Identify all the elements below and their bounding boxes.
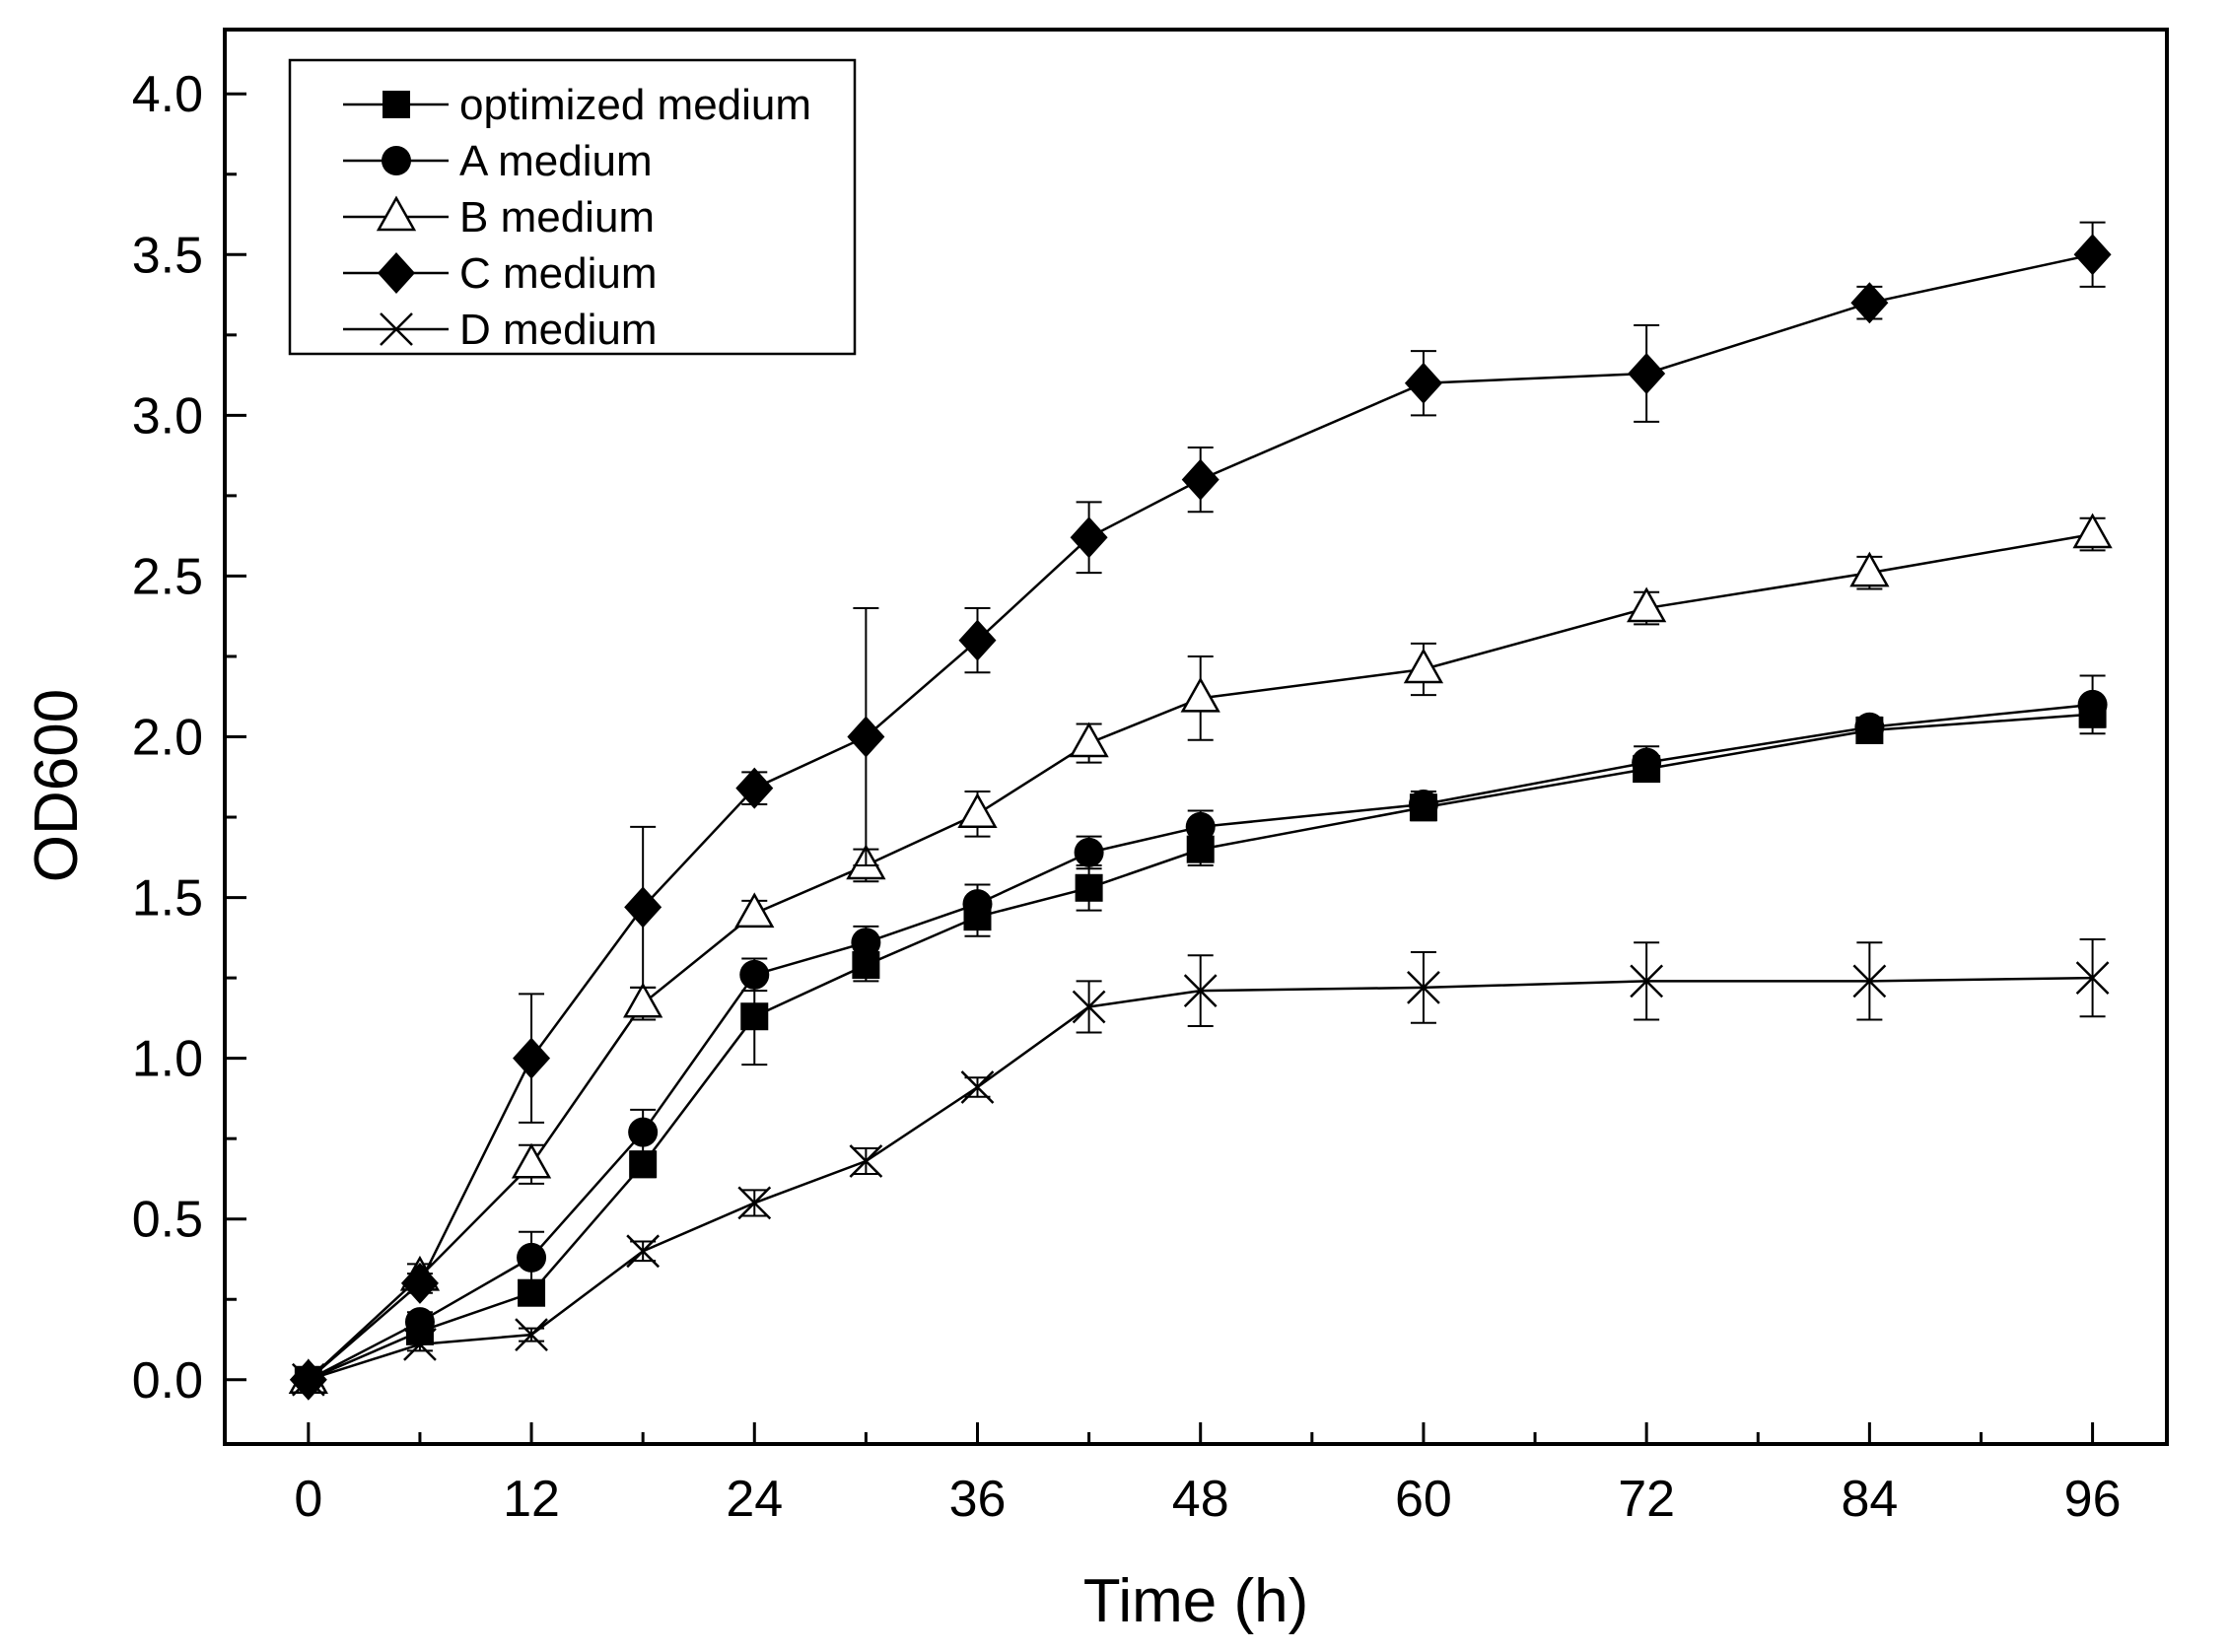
data-point xyxy=(623,982,663,1018)
x-tick-label: 48 xyxy=(1172,1471,1229,1528)
data-point xyxy=(626,1234,661,1269)
legend-label: optimized medium xyxy=(459,81,811,129)
x-tick-label: 72 xyxy=(1618,1471,1675,1528)
data-point xyxy=(847,716,885,758)
legend-label: A medium xyxy=(459,137,653,185)
data-point xyxy=(962,889,993,920)
series-layer xyxy=(288,221,2113,1401)
data-point xyxy=(291,1362,325,1397)
legend-marker xyxy=(383,91,410,118)
series-line xyxy=(308,976,2093,1381)
data-point xyxy=(1408,789,1438,819)
data-point xyxy=(1070,516,1108,559)
data-point xyxy=(1407,971,1440,1004)
series-D-medium xyxy=(291,937,2110,1397)
data-point xyxy=(1627,586,1667,623)
y-tick-label: 0.5 xyxy=(132,1192,203,1249)
data-point xyxy=(1069,722,1109,758)
data-point xyxy=(735,767,774,809)
legend-label: C medium xyxy=(459,249,658,298)
y-axis: 0.0 0.5 1.0 1.5 2.0 2.5 3.0 3.5 4.0 xyxy=(132,66,246,1410)
data-point xyxy=(1183,974,1218,1008)
data-point xyxy=(1075,873,1103,902)
data-point xyxy=(1852,964,1887,998)
data-point xyxy=(737,1186,772,1220)
data-point xyxy=(400,1262,439,1304)
series-optimized-medium xyxy=(294,700,2107,1394)
data-point xyxy=(628,1117,659,1147)
legend-label: D medium xyxy=(459,306,658,354)
data-point xyxy=(404,1307,435,1338)
data-point xyxy=(1185,811,1216,842)
data-point xyxy=(958,619,997,661)
y-tick-label: 3.5 xyxy=(132,227,203,284)
legend-label: B medium xyxy=(459,193,655,241)
data-point xyxy=(1403,648,1444,684)
data-point xyxy=(2075,961,2110,995)
data-point xyxy=(734,892,775,929)
data-point xyxy=(513,1037,551,1079)
data-point xyxy=(2072,513,2113,549)
data-point xyxy=(1849,551,1890,587)
legend: optimized medium A medium B medium C medium… xyxy=(288,58,857,356)
data-point xyxy=(849,1144,883,1178)
data-point xyxy=(1404,362,1442,404)
x-axis: 0 12 24 36 48 60 72 84 96 xyxy=(294,1422,2122,1528)
series-C-medium xyxy=(289,221,2112,1401)
y-tick-label: 1.5 xyxy=(132,870,203,928)
x-tick-label: 60 xyxy=(1395,1471,1452,1528)
x-tick-label: 12 xyxy=(503,1471,560,1528)
legend-marker xyxy=(380,312,413,346)
data-point xyxy=(2073,234,2112,276)
data-point xyxy=(957,792,998,829)
data-point xyxy=(1072,990,1106,1024)
data-point xyxy=(1180,676,1220,713)
legend-item: optimized medium xyxy=(343,81,811,129)
legend-item: C medium xyxy=(343,249,658,298)
data-point xyxy=(2077,689,2108,720)
y-tick-label: 2.5 xyxy=(132,548,203,605)
legend-marker xyxy=(376,195,417,232)
data-point xyxy=(515,1318,548,1351)
x-tick-label: 24 xyxy=(726,1471,783,1528)
y-tick-label: 2.0 xyxy=(132,710,203,767)
data-point xyxy=(1628,352,1666,394)
series-line xyxy=(308,703,2093,1381)
y-tick-label: 0.0 xyxy=(132,1352,203,1410)
data-point xyxy=(1632,747,1662,778)
data-point xyxy=(1181,458,1219,501)
y-tick-label: 4.0 xyxy=(132,66,203,123)
data-point xyxy=(1074,837,1104,867)
legend-item: D medium xyxy=(343,306,658,354)
data-point xyxy=(624,886,662,929)
data-point xyxy=(517,1242,547,1273)
x-tick-label: 0 xyxy=(294,1471,322,1528)
legend-marker xyxy=(382,146,411,175)
series-A-medium xyxy=(293,674,2108,1395)
legend-item: B medium xyxy=(343,193,655,241)
legend-marker xyxy=(378,252,415,294)
legend-item: A medium xyxy=(343,137,653,185)
data-point xyxy=(851,928,881,958)
x-tick-label: 96 xyxy=(2064,1471,2122,1528)
data-point xyxy=(1630,964,1664,998)
x-tick-label: 84 xyxy=(1841,1471,1898,1528)
x-axis-title: Time (h) xyxy=(1083,1567,1308,1635)
data-point xyxy=(960,1070,995,1104)
data-point xyxy=(403,1328,437,1361)
x-tick-label: 36 xyxy=(949,1471,1007,1528)
y-axis-title: OD600 xyxy=(23,689,91,882)
data-point xyxy=(740,1002,769,1031)
y-tick-label: 3.0 xyxy=(132,387,203,445)
data-point xyxy=(1850,282,1889,324)
series-B-medium xyxy=(288,513,2113,1395)
data-point xyxy=(739,959,770,990)
data-point xyxy=(511,1142,552,1179)
y-tick-label: 1.0 xyxy=(132,1031,203,1088)
data-point xyxy=(1854,712,1885,742)
